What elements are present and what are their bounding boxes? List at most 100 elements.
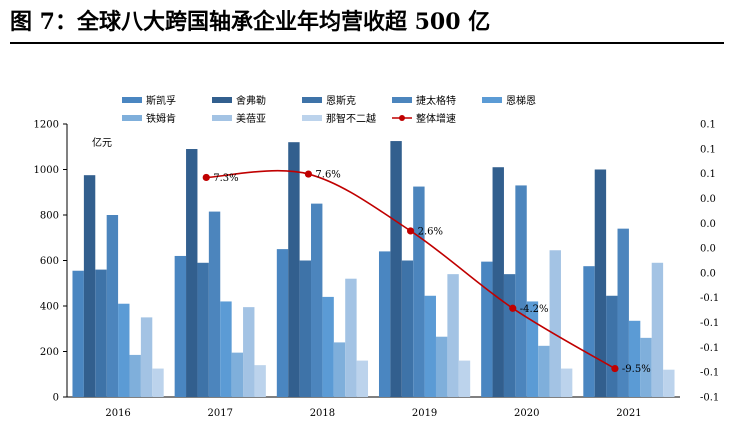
legend-swatch [302, 115, 322, 121]
legend-label: 恩梯恩 [506, 94, 536, 107]
y2-tick-label: -0.1 [700, 393, 719, 404]
bar [152, 368, 164, 397]
bar [560, 368, 573, 397]
x-tick-label: 2018 [310, 408, 335, 419]
bar [503, 274, 516, 397]
bar [174, 255, 187, 397]
growth-data-label: 7.6% [315, 170, 340, 181]
legend-swatch [212, 115, 232, 121]
bar [288, 142, 300, 397]
legend-line-marker [399, 115, 405, 121]
legend-label: 舍弗勒 [236, 94, 266, 107]
bar [424, 295, 436, 397]
y-tick-label: 1200 [34, 120, 59, 131]
growth-point [406, 227, 415, 235]
x-tick-label: 2019 [412, 408, 437, 419]
legend-label: 那智不二越 [326, 112, 376, 125]
legend-label: 整体增速 [416, 112, 456, 125]
growth-line: 7.3% 7.6% 2.6% -4.2% -9.5% [202, 170, 651, 375]
bar [208, 211, 221, 397]
y-tick-label: 1000 [34, 165, 59, 176]
growth-data-label: 7.3% [213, 173, 238, 184]
bar [526, 301, 539, 397]
bar [594, 169, 607, 397]
bar [492, 167, 504, 397]
bar [322, 296, 334, 397]
chart-bars [72, 141, 675, 397]
bar [345, 278, 357, 397]
bar [95, 269, 107, 397]
bar [356, 360, 369, 397]
legend-label: 捷太格特 [416, 94, 456, 107]
legend-label: 美蓓亚 [236, 112, 266, 125]
bar [538, 345, 550, 397]
y2-tick-label: -0.1 [700, 343, 719, 354]
y2-tick-label: 0.0 [700, 194, 716, 205]
bar [140, 317, 153, 397]
bar [72, 270, 84, 397]
bar [118, 303, 130, 397]
growth-point [202, 173, 210, 182]
bar [481, 261, 493, 397]
bar [254, 365, 266, 397]
bar [299, 260, 312, 397]
growth-point [611, 364, 619, 373]
legend-swatch [122, 97, 142, 103]
bar [663, 369, 675, 397]
bar [106, 215, 119, 397]
bar [401, 260, 414, 397]
y2-tick-label: 0.0 [700, 219, 716, 230]
growth-data-label: 2.6% [418, 226, 443, 237]
bar [220, 301, 232, 397]
legend-swatch [302, 97, 322, 103]
bar [311, 203, 323, 397]
bar [628, 320, 641, 397]
legend-label: 斯凯孚 [146, 94, 176, 107]
bar [390, 141, 402, 397]
x-tick-label: 2017 [208, 408, 233, 419]
y2-tick-label: -0.1 [700, 368, 719, 379]
bar [617, 228, 629, 397]
figure-title: 图 7：全球八大跨国轴承企业年均营收超 500 亿 [10, 9, 491, 35]
y2-tick-label: 0.1 [700, 144, 716, 155]
growth-point [509, 304, 517, 312]
bar [651, 262, 664, 397]
legend-swatch [122, 115, 142, 121]
bar [549, 250, 561, 397]
bar [435, 336, 448, 397]
y2-tick-label: 0.1 [700, 169, 716, 180]
bar [447, 274, 459, 397]
bar [333, 342, 346, 397]
growth-point [304, 170, 313, 178]
y2-tick-label: -0.1 [700, 318, 719, 329]
y2-tick-label: 0.0 [700, 244, 716, 255]
y-tick-label: 200 [40, 347, 59, 358]
y2-tick-label: -0.1 [700, 293, 719, 304]
y-tick-label: 0 [53, 393, 59, 404]
y2-tick-label: 0.0 [700, 268, 716, 279]
bar [583, 266, 595, 397]
legend-swatch [392, 97, 412, 103]
bar [83, 175, 96, 397]
bar [413, 186, 425, 397]
y-tick-label: 800 [40, 211, 59, 222]
bar [515, 185, 527, 397]
bar [606, 295, 618, 397]
growth-data-label: -9.5% [622, 364, 651, 375]
bar [378, 251, 391, 397]
x-tick-label: 2016 [105, 408, 130, 419]
bar [197, 262, 209, 397]
x-tick-label: 2020 [514, 408, 539, 419]
y2-tick-label: 0.1 [700, 120, 716, 131]
chart-axes: 0 200 400 600 800 1000 1200 -0.1 -0.1 -0.1 -0.1 -0.… [34, 120, 720, 420]
y-tick-label: 600 [40, 256, 59, 267]
legend-label: 恩斯克 [326, 94, 356, 107]
bar [186, 149, 198, 397]
title-rule [10, 42, 724, 44]
legend-swatch [482, 97, 502, 103]
bar [458, 360, 471, 397]
bar [640, 337, 652, 397]
bar [276, 249, 289, 397]
